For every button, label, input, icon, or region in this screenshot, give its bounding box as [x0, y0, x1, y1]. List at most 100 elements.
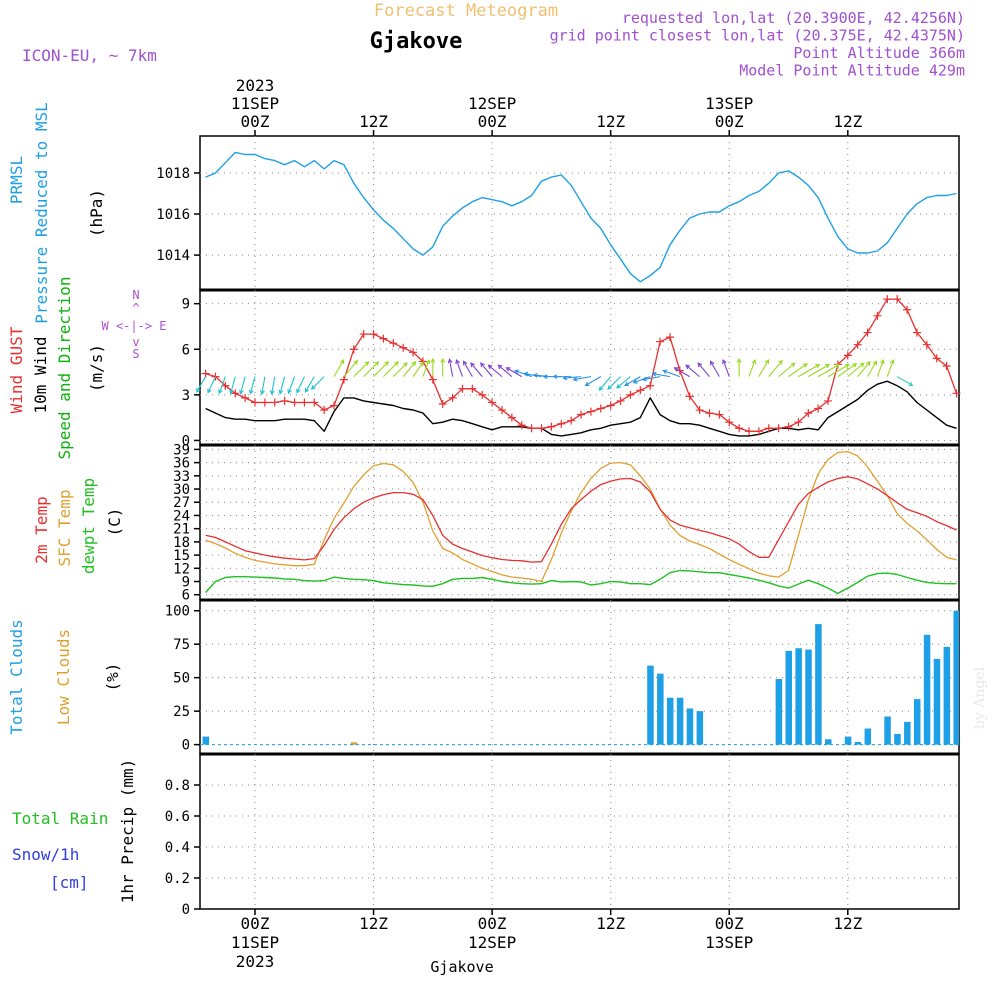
- wind-arrow: [798, 364, 820, 378]
- bottom-time-label: 2023: [236, 952, 275, 971]
- panel-frames: [199, 135, 960, 910]
- gust-marker: [488, 398, 497, 407]
- y-tick-label: 6: [182, 342, 190, 358]
- location-title: Gjakove: [370, 29, 463, 54]
- gust-marker: [339, 375, 348, 384]
- wind-arrow: [333, 359, 345, 377]
- top-time-label: 00Z: [478, 112, 507, 131]
- info-line: Model Point Altitude 429m: [739, 62, 965, 80]
- gust-marker: [290, 398, 299, 407]
- wind-arrow-head: [825, 364, 831, 369]
- gust-marker: [754, 427, 763, 436]
- gust-marker: [201, 369, 210, 378]
- wind-arrow-head: [651, 371, 657, 377]
- wind-arrow: [392, 362, 408, 378]
- gust-marker: [873, 311, 882, 320]
- clouds-title-total: Total Clouds: [7, 619, 26, 735]
- wind-arrow: [363, 361, 379, 378]
- y-axis-ticks: 1014101610180369691215182124273033363902…: [156, 166, 200, 918]
- wind-arrow-head: [430, 357, 436, 363]
- wind-arrow: [663, 370, 681, 378]
- wind-arrow: [886, 359, 894, 377]
- total-cloud-bar: [864, 728, 872, 745]
- gust-marker: [428, 375, 437, 384]
- wind-arrow-head: [834, 364, 840, 369]
- gust-marker: [280, 396, 289, 405]
- gust-marker: [922, 340, 931, 349]
- info-line: Point Altitude 366m: [793, 44, 965, 62]
- wind-arrow: [261, 376, 266, 395]
- wind-arrow-head: [339, 358, 345, 365]
- wind-arrow: [422, 359, 430, 377]
- y-tick-label: 33: [173, 469, 190, 485]
- gust-marker: [468, 384, 477, 393]
- gust-marker: [952, 389, 961, 398]
- wind-arrow: [449, 359, 454, 377]
- gust-marker: [409, 348, 418, 357]
- wind-arrow: [524, 373, 542, 378]
- total-cloud-bar: [696, 711, 704, 745]
- wind-arrow: [573, 376, 592, 381]
- gust-marker: [705, 409, 714, 418]
- y-tick-label: 6: [182, 588, 190, 604]
- gust-marker: [725, 418, 734, 427]
- gust-marker: [665, 333, 674, 342]
- wind-arrow: [207, 376, 216, 393]
- gust-marker: [320, 406, 329, 415]
- top-time-label: 00Z: [715, 112, 744, 131]
- gust-marker: [537, 424, 546, 433]
- y-tick-label: 27: [173, 495, 190, 511]
- wind-arrow-head: [269, 390, 275, 396]
- bottom-time-label: 12Z: [833, 914, 862, 933]
- wind-arrow-head: [207, 388, 212, 394]
- compass-north: N: [132, 288, 139, 302]
- wind-arrow: [343, 360, 358, 377]
- wind-arrow-head: [722, 359, 727, 365]
- bottom-time-label: 13SEP: [705, 933, 753, 952]
- wind-arrow-head: [552, 374, 558, 379]
- total-cloud-bar: [666, 697, 674, 745]
- pressure-series: [205, 151, 957, 283]
- wind-arrow-head: [463, 360, 468, 366]
- gust-marker: [241, 393, 250, 402]
- pressure-title-desc: Pressure Reduced to MSL: [32, 102, 51, 324]
- clouds-title-unit: (%): [103, 663, 122, 692]
- gust-marker: [616, 396, 625, 405]
- wind-arrow: [455, 359, 463, 377]
- wind-arrow-head: [790, 362, 796, 368]
- wind-arrow-head: [624, 381, 630, 386]
- total-cloud-bar: [913, 699, 921, 745]
- gust-marker: [596, 404, 605, 413]
- wind-arrow-head: [514, 369, 520, 374]
- wind-arrow: [196, 376, 207, 393]
- gust-marker: [794, 418, 803, 427]
- bottom-time-label: 12Z: [596, 914, 625, 933]
- wind-title-unit: (m/s): [87, 344, 106, 392]
- wind-arrow: [710, 361, 720, 377]
- wind-arrow: [296, 376, 305, 393]
- total-cloud-bar: [943, 646, 951, 745]
- total-cloud-bar: [686, 708, 694, 745]
- gust-marker: [626, 390, 635, 399]
- gust-marker: [606, 401, 615, 410]
- bottom-time-label: 12Z: [359, 914, 388, 933]
- total-cloud-bar: [795, 648, 802, 745]
- wind-arrow: [287, 376, 296, 394]
- wind-arrow: [876, 359, 884, 377]
- temp-title-dew: dewpt Temp: [79, 478, 98, 574]
- gust-marker: [942, 361, 951, 370]
- wind-arrow-head: [908, 381, 914, 386]
- wind-arrow-head: [889, 359, 895, 365]
- panel-frame-wind: [199, 289, 960, 446]
- gust-marker: [310, 398, 319, 407]
- dewpoint-line: [205, 569, 957, 595]
- gust-marker: [567, 416, 576, 425]
- gust-marker: [221, 381, 230, 390]
- wind-arrow: [788, 363, 808, 378]
- gust-marker: [784, 422, 793, 431]
- y-tick-label: 100: [165, 604, 190, 620]
- total-cloud-bar: [676, 697, 684, 745]
- wind-arrow-head: [778, 359, 783, 365]
- wind-arrow-head: [859, 362, 865, 368]
- total-cloud-bar: [933, 658, 941, 745]
